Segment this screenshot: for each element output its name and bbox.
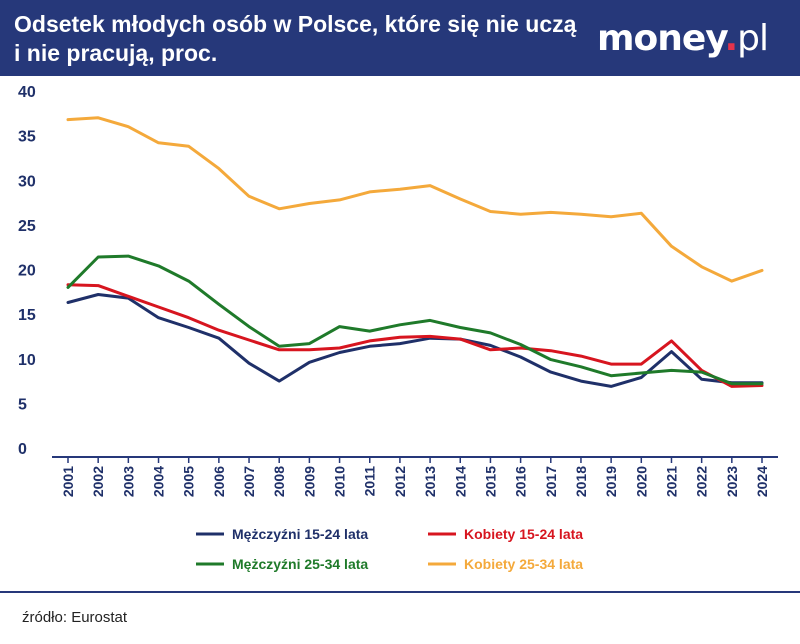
x-tick-label: 2023 — [724, 466, 740, 497]
y-tick-label: 30 — [18, 173, 36, 190]
money-pl-logo[interactable]: money.pl — [597, 18, 769, 59]
x-tick-label: 2007 — [241, 466, 257, 497]
x-tick-label: 2022 — [694, 466, 710, 497]
x-tick-label: 2020 — [633, 466, 649, 497]
y-tick-label: 20 — [18, 263, 36, 280]
x-tick-label: 2001 — [60, 466, 76, 497]
series-lines — [66, 116, 764, 388]
logo-suffix-text: pl — [737, 18, 769, 59]
series-line-4 — [66, 116, 764, 283]
x-tick-label: 2009 — [301, 466, 317, 497]
x-tick-label: 2004 — [151, 466, 167, 497]
y-tick-label: 0 — [18, 441, 27, 458]
y-tick-label: 35 — [18, 129, 36, 146]
legend-label: Kobiety 15-24 lata — [464, 526, 583, 542]
x-tick-label: 2012 — [392, 466, 408, 497]
y-tick-label: 10 — [18, 352, 36, 369]
x-axis: 2001 2002 2003 2004 2005 2006 2007 2008 2009 2010… — [52, 456, 778, 497]
chart-title: Odsetek młodych osób w Polsce, które się… — [14, 10, 614, 68]
series-line-2 — [66, 283, 764, 388]
y-tick-label: 40 — [18, 84, 36, 101]
x-tick-label: 2019 — [603, 466, 619, 497]
x-tick-label: 2018 — [573, 466, 589, 497]
logo-dot: . — [724, 18, 738, 59]
y-tick-label: 15 — [18, 307, 36, 324]
legend-label: Mężczyźni 25-34 lata — [232, 556, 368, 572]
x-tick-label: 2008 — [271, 466, 287, 497]
x-tick-label: 2005 — [181, 466, 197, 497]
y-tick-label: 25 — [18, 218, 36, 235]
y-axis: 0 5 10 15 20 25 30 35 40 — [18, 84, 36, 458]
legend-label: Mężczyźni 15-24 lata — [232, 526, 368, 542]
x-tick-label: 2011 — [362, 466, 378, 497]
x-tick-label: 2017 — [543, 466, 559, 497]
x-tick-label: 2014 — [452, 466, 468, 497]
chart-title-line-2: i nie pracują, proc. — [14, 40, 218, 66]
x-tick-label: 2013 — [422, 466, 438, 497]
source-note: źródło: Eurostat — [22, 609, 128, 626]
x-tick-label: 2002 — [90, 466, 106, 497]
legend-label: Kobiety 25-34 lata — [464, 556, 583, 572]
series-line-3 — [66, 254, 764, 386]
x-tick-label: 2016 — [513, 466, 529, 497]
chart-title-line-1: Odsetek młodych osób w Polsce, które się… — [14, 11, 577, 37]
x-tick-label: 2015 — [482, 466, 498, 497]
y-tick-label: 5 — [18, 396, 27, 413]
x-tick-label: 2006 — [211, 466, 227, 497]
chart-header: Odsetek młodych osób w Polsce, które się… — [0, 0, 800, 76]
x-tick-label: 2003 — [120, 466, 136, 497]
x-tick-label: 2021 — [663, 466, 679, 497]
x-tick-label: 2024 — [754, 466, 770, 497]
x-tick-label: 2010 — [332, 466, 348, 497]
logo-main-text: money — [597, 18, 725, 59]
footer-divider — [0, 591, 800, 593]
legend: Mężczyźni 15-24 lata Kobiety 15-24 lata Mę… — [196, 526, 583, 572]
